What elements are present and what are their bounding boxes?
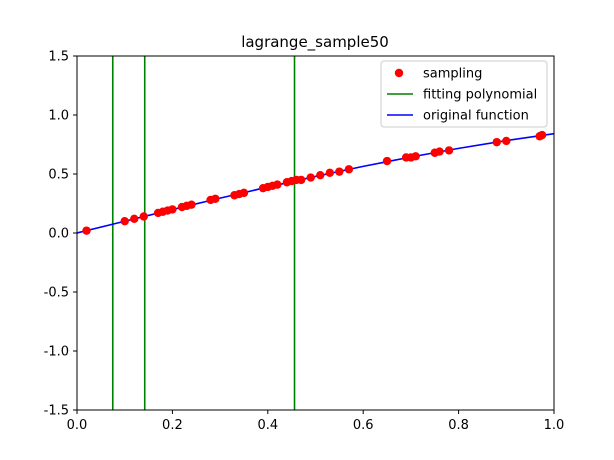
sample-point [130, 214, 139, 224]
sample-point [306, 173, 315, 182]
legend-label: original function [423, 109, 529, 124]
chart-title: lagrange_sample50 [241, 33, 389, 52]
sample-point [139, 212, 148, 221]
sample-point [325, 168, 335, 178]
y-tick-label: -1.0 [44, 345, 69, 360]
x-tick-label: 0.2 [162, 418, 183, 433]
x-tick-label: 0.4 [257, 418, 278, 433]
sample-point [444, 146, 454, 155]
x-tick-label: 1.0 [544, 418, 565, 433]
sample-point [168, 205, 177, 214]
sample-point [316, 170, 325, 180]
sample-point [296, 175, 306, 185]
x-tick-label: 0.8 [448, 418, 469, 433]
legend-label: sampling [423, 67, 482, 82]
legend-label: fitting polynomial [423, 88, 537, 103]
sample-point [120, 217, 129, 226]
y-tick-label: 1.0 [48, 109, 69, 124]
sample-point [411, 152, 420, 161]
sample-point [344, 165, 354, 174]
series-line-original-function [77, 132, 554, 234]
sample-point [187, 200, 196, 209]
y-tick-label: 1.5 [48, 50, 69, 65]
legend-box [380, 60, 548, 128]
y-tick-label: -1.5 [44, 404, 69, 419]
x-axis: 0.0 0.2 0.4 0.6 0.8 1.0 [67, 410, 565, 433]
sample-point [82, 226, 91, 235]
y-tick-label: -0.5 [44, 286, 69, 301]
sample-point [273, 180, 282, 189]
legend: sampling fitting polynomial original funct… [380, 60, 548, 128]
sample-point [502, 136, 511, 146]
sample-point [239, 188, 249, 198]
plot-area [77, 56, 554, 410]
sample-point [537, 130, 547, 140]
x-tick-label: 0.0 [67, 418, 88, 433]
x-tick-label: 0.6 [353, 418, 374, 433]
y-axis: -1.5 -1.0 -0.5 0.0 0.5 1.0 1.5 [44, 50, 77, 419]
sample-point [435, 147, 444, 156]
sample-point [492, 137, 501, 147]
sample-point [211, 194, 220, 203]
y-tick-label: 0.5 [48, 168, 69, 183]
y-tick-label: 0.0 [48, 227, 69, 242]
legend-marker-sampling [394, 68, 404, 78]
sample-point [335, 167, 344, 176]
sample-point [382, 156, 392, 166]
